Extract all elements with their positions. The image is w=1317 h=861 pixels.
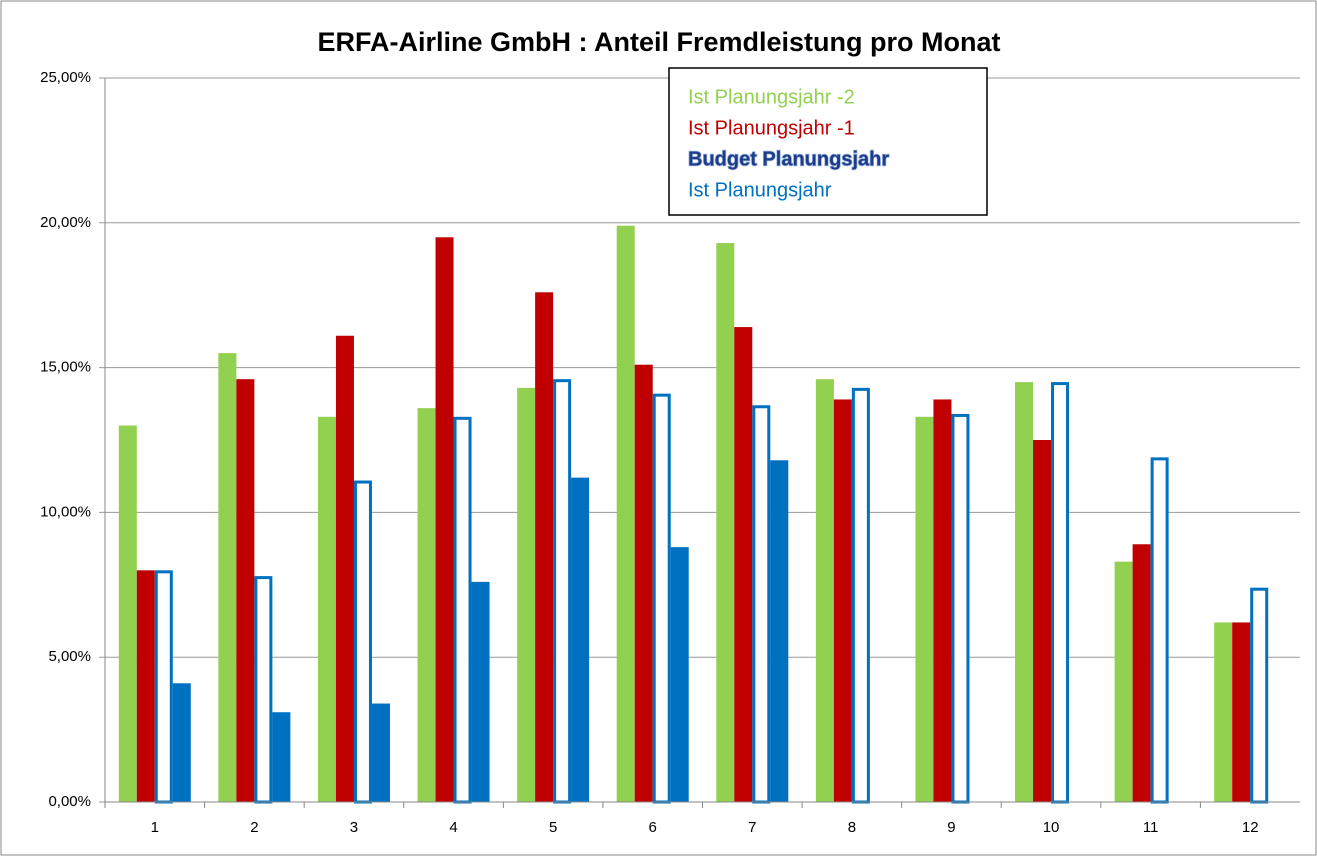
bar	[616, 225, 635, 803]
bar	[634, 364, 653, 802]
y-tick-label: 0,00%	[48, 793, 91, 810]
bar	[571, 477, 590, 802]
bar	[1232, 622, 1251, 802]
x-tick-label: 2	[250, 819, 258, 836]
bar	[272, 712, 291, 802]
bar	[254, 576, 273, 804]
bar	[172, 683, 191, 802]
x-tick-label: 9	[947, 819, 955, 836]
x-tick-label: 6	[649, 819, 657, 836]
bar	[218, 353, 237, 802]
legend-entry: Budget Planungsjahr	[688, 148, 889, 170]
x-tick-label: 7	[748, 819, 756, 836]
legend-entry: Ist Planungsjahr	[688, 179, 832, 201]
bar	[236, 379, 255, 802]
bar	[517, 387, 536, 802]
bar	[1033, 440, 1052, 802]
bar	[915, 416, 934, 802]
bar	[652, 393, 671, 804]
bar	[752, 405, 771, 804]
bar	[1114, 561, 1133, 802]
x-tick-label: 4	[449, 819, 457, 836]
bar	[716, 243, 735, 802]
legend-entry: Ist Planungsjahr -1	[688, 117, 855, 139]
bar	[1214, 622, 1233, 802]
x-tick-label: 12	[1242, 819, 1259, 836]
bar	[1051, 382, 1070, 804]
chart-title: ERFA-Airline GmbH : Anteil Fremdleistung…	[317, 27, 1000, 57]
bar	[353, 480, 372, 804]
bar	[933, 399, 952, 802]
bar	[118, 425, 137, 802]
bar	[951, 413, 970, 804]
y-tick-label: 5,00%	[48, 648, 91, 665]
y-tick-label: 15,00%	[40, 359, 91, 376]
x-tick-label: 3	[350, 819, 358, 836]
bar	[815, 379, 834, 802]
bar	[453, 416, 472, 804]
x-tick-label: 5	[549, 819, 557, 836]
bar	[670, 547, 689, 802]
bar	[417, 408, 436, 802]
bar	[535, 292, 554, 802]
bar	[734, 327, 753, 802]
bar	[136, 570, 155, 802]
bar	[335, 335, 354, 802]
bar	[317, 416, 336, 802]
legend-entry: Ist Planungsjahr -2	[688, 86, 855, 108]
y-tick-label: 25,00%	[40, 69, 91, 86]
bar	[435, 237, 454, 802]
bar	[1250, 587, 1269, 804]
y-tick-label: 10,00%	[40, 503, 91, 520]
bar	[371, 703, 390, 802]
bar	[471, 581, 490, 802]
bar	[1132, 544, 1151, 802]
bar	[1150, 457, 1169, 804]
x-tick-label: 10	[1043, 819, 1060, 836]
bar	[553, 379, 572, 804]
bar	[851, 387, 870, 804]
legend-box	[668, 67, 988, 216]
bar	[154, 570, 173, 804]
x-tick-label: 8	[848, 819, 856, 836]
x-tick-label: 11	[1143, 819, 1159, 836]
bar	[1015, 382, 1034, 802]
y-tick-label: 20,00%	[40, 214, 91, 231]
bar	[770, 460, 789, 802]
bar	[833, 399, 852, 802]
x-tick-label: 1	[151, 819, 159, 836]
